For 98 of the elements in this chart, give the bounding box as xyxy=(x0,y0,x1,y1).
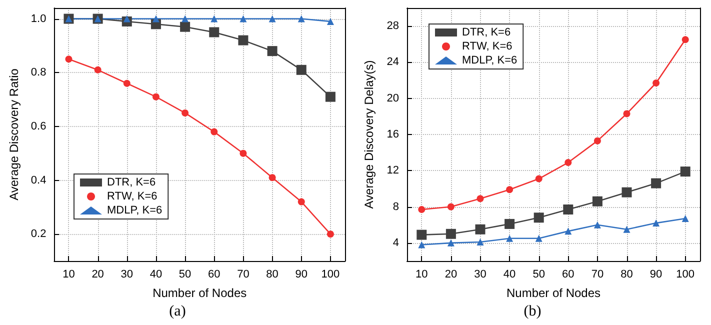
x-tick-label: 10 xyxy=(62,268,75,280)
point xyxy=(209,27,220,38)
point xyxy=(446,228,456,239)
point xyxy=(535,234,542,242)
point xyxy=(268,174,276,182)
point xyxy=(651,178,662,188)
x-tick-label: 10 xyxy=(416,268,428,280)
text: (b) xyxy=(524,304,542,320)
x-tick-label: 100 xyxy=(676,268,695,280)
y-tick-label: 1.0 xyxy=(30,12,46,25)
x-tick-label: 60 xyxy=(208,268,220,280)
point xyxy=(594,221,601,228)
y-tick-label: 8 xyxy=(392,200,399,213)
point xyxy=(476,195,484,202)
point xyxy=(182,109,189,116)
point xyxy=(447,203,454,210)
y-tick-label: 0.4 xyxy=(30,174,46,186)
point xyxy=(534,212,544,223)
point xyxy=(298,198,305,206)
point xyxy=(268,15,276,22)
legend-label: DTR, K=6 xyxy=(107,176,156,188)
x-tick-label: 60 xyxy=(562,268,574,280)
point xyxy=(298,15,305,22)
point xyxy=(564,228,572,235)
point xyxy=(326,230,334,238)
x-tick-label: 90 xyxy=(650,268,662,280)
point xyxy=(152,93,160,100)
point xyxy=(623,110,630,118)
point xyxy=(94,66,102,74)
x-tick-label: 50 xyxy=(532,268,545,280)
point xyxy=(123,80,130,87)
x-tick-label: 30 xyxy=(474,268,486,280)
point xyxy=(682,215,689,222)
point xyxy=(622,187,632,198)
point xyxy=(210,128,218,136)
point xyxy=(652,80,660,86)
point xyxy=(416,230,427,240)
point xyxy=(594,137,601,144)
point xyxy=(326,18,334,25)
x-tick-label: 70 xyxy=(591,268,604,280)
legend-label: RTW, K=6 xyxy=(462,40,512,52)
x-tick-label: 30 xyxy=(120,268,134,280)
y-tick-label: 0.2 xyxy=(30,228,46,240)
x-tick-label: 20 xyxy=(444,268,458,280)
point xyxy=(418,206,426,213)
y-tick-label: 4 xyxy=(392,236,399,249)
x-tick-label: 20 xyxy=(92,268,104,280)
point xyxy=(504,218,515,229)
point xyxy=(652,220,660,227)
x-tick-label: 40 xyxy=(150,268,162,280)
point xyxy=(182,15,189,22)
point xyxy=(592,196,602,206)
legend-label: MDLP, K=6 xyxy=(462,54,518,66)
point xyxy=(506,186,514,194)
point xyxy=(238,35,248,46)
point xyxy=(535,175,542,182)
x-tick-label: 80 xyxy=(620,268,633,280)
text: (a) xyxy=(169,304,186,320)
point xyxy=(418,241,426,248)
point xyxy=(240,15,247,22)
x-tick-label: 50 xyxy=(178,268,192,280)
x-tick-label: 80 xyxy=(266,268,278,280)
point xyxy=(180,22,190,32)
point xyxy=(680,166,690,177)
point xyxy=(267,46,278,56)
point xyxy=(506,234,514,242)
point xyxy=(623,226,630,233)
x-tick-label: 40 xyxy=(503,268,516,280)
y-tick-label: 12 xyxy=(386,164,399,177)
x-axis-title: Number of Nodes xyxy=(506,286,601,300)
y-axis-title: Average Discovery Delay(s) xyxy=(362,60,376,209)
y-tick-label: 20 xyxy=(386,92,399,104)
x-tick-label: 100 xyxy=(321,268,340,280)
y-tick-label: 0.8 xyxy=(30,66,46,79)
legend-label: DTR, K=6 xyxy=(462,26,511,38)
point xyxy=(325,92,336,102)
point xyxy=(210,15,218,22)
point xyxy=(123,15,130,22)
point xyxy=(447,239,454,246)
point xyxy=(564,159,572,166)
point xyxy=(563,204,574,214)
y-axis-title: Average Discovery Ratio xyxy=(7,68,21,200)
point xyxy=(475,224,486,234)
y-tick-label: 0.6 xyxy=(30,120,46,132)
point xyxy=(152,15,160,22)
y-tick-label: 24 xyxy=(386,56,399,68)
legend-label: MDLP, K=6 xyxy=(107,204,162,216)
x-tick-label: 90 xyxy=(295,268,308,280)
point xyxy=(240,150,247,157)
point xyxy=(65,56,72,63)
point xyxy=(296,64,306,75)
y-tick-label: 28 xyxy=(386,20,399,32)
x-tick-label: 70 xyxy=(237,268,250,280)
y-tick-label: 16 xyxy=(386,128,399,140)
point xyxy=(476,238,484,246)
point xyxy=(682,36,689,44)
x-axis-title: Number of Nodes xyxy=(152,286,247,300)
legend-label: RTW, K=6 xyxy=(107,190,158,202)
